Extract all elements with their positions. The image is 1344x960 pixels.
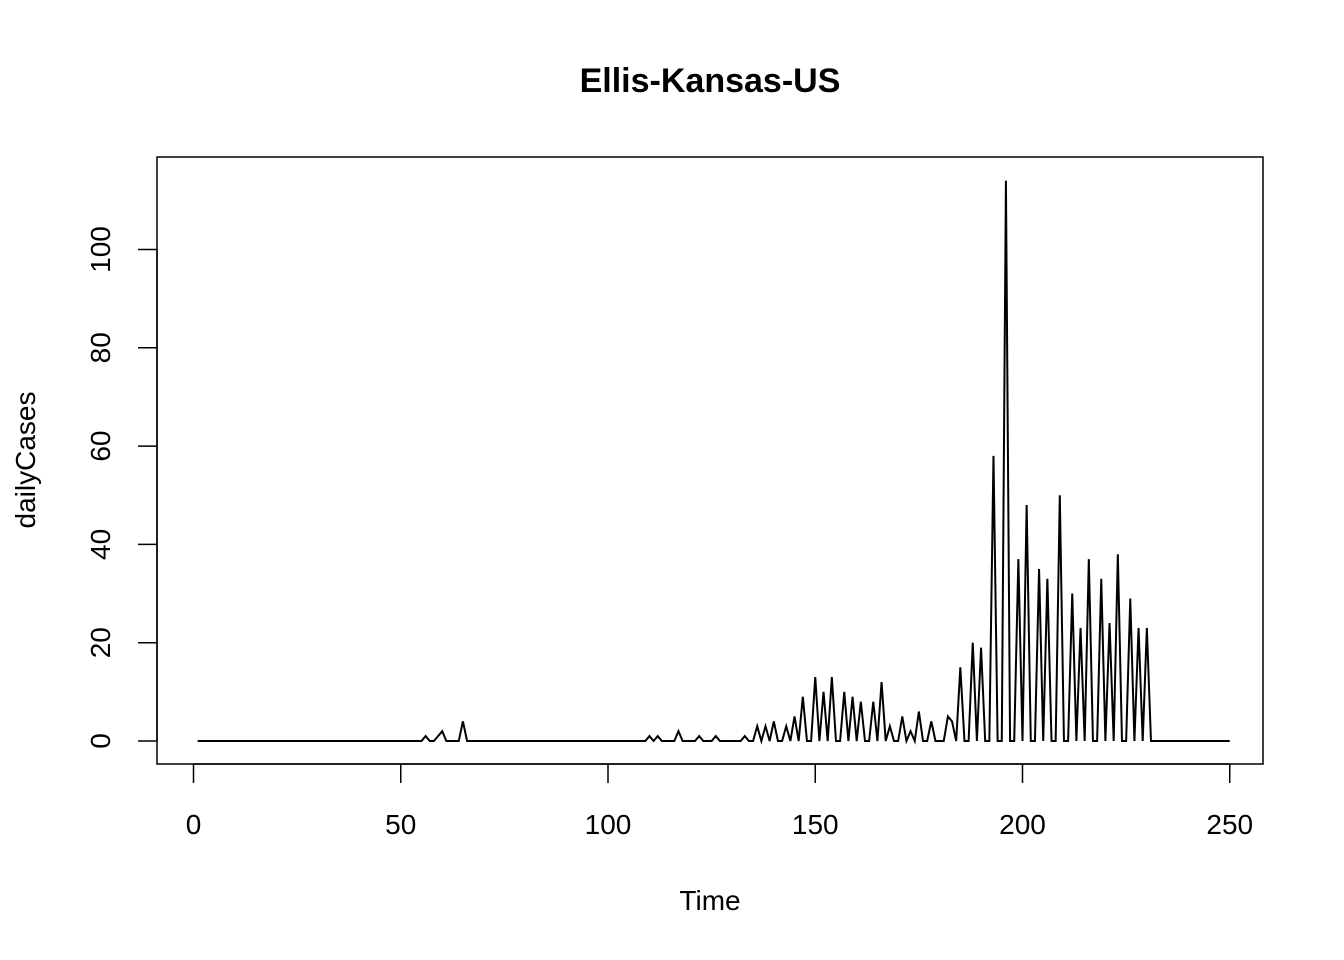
y-axis: 0 20 40 60 80 100	[85, 226, 158, 749]
y-tick-label: 0	[85, 733, 116, 749]
x-axis-label: Time	[679, 885, 740, 916]
y-tick-label: 20	[85, 627, 116, 658]
x-tick-label: 100	[585, 809, 632, 840]
x-tick-label: 150	[792, 809, 839, 840]
y-tick-label: 80	[85, 332, 116, 363]
y-tick-label: 60	[85, 431, 116, 462]
series-line-daily-cases	[197, 180, 1230, 745]
y-tick-label: 100	[85, 226, 116, 273]
y-tick-label: 40	[85, 529, 116, 560]
x-tick-label: 0	[186, 809, 202, 840]
x-axis: 0 50 100 150 200 250	[186, 763, 1253, 840]
x-tick-label: 200	[999, 809, 1046, 840]
x-tick-label: 50	[385, 809, 416, 840]
chart-title: Ellis-Kansas-US	[580, 62, 841, 100]
y-axis-label: dailyCases	[10, 392, 41, 529]
x-tick-label: 250	[1206, 809, 1253, 840]
plot-frame	[156, 156, 1264, 765]
